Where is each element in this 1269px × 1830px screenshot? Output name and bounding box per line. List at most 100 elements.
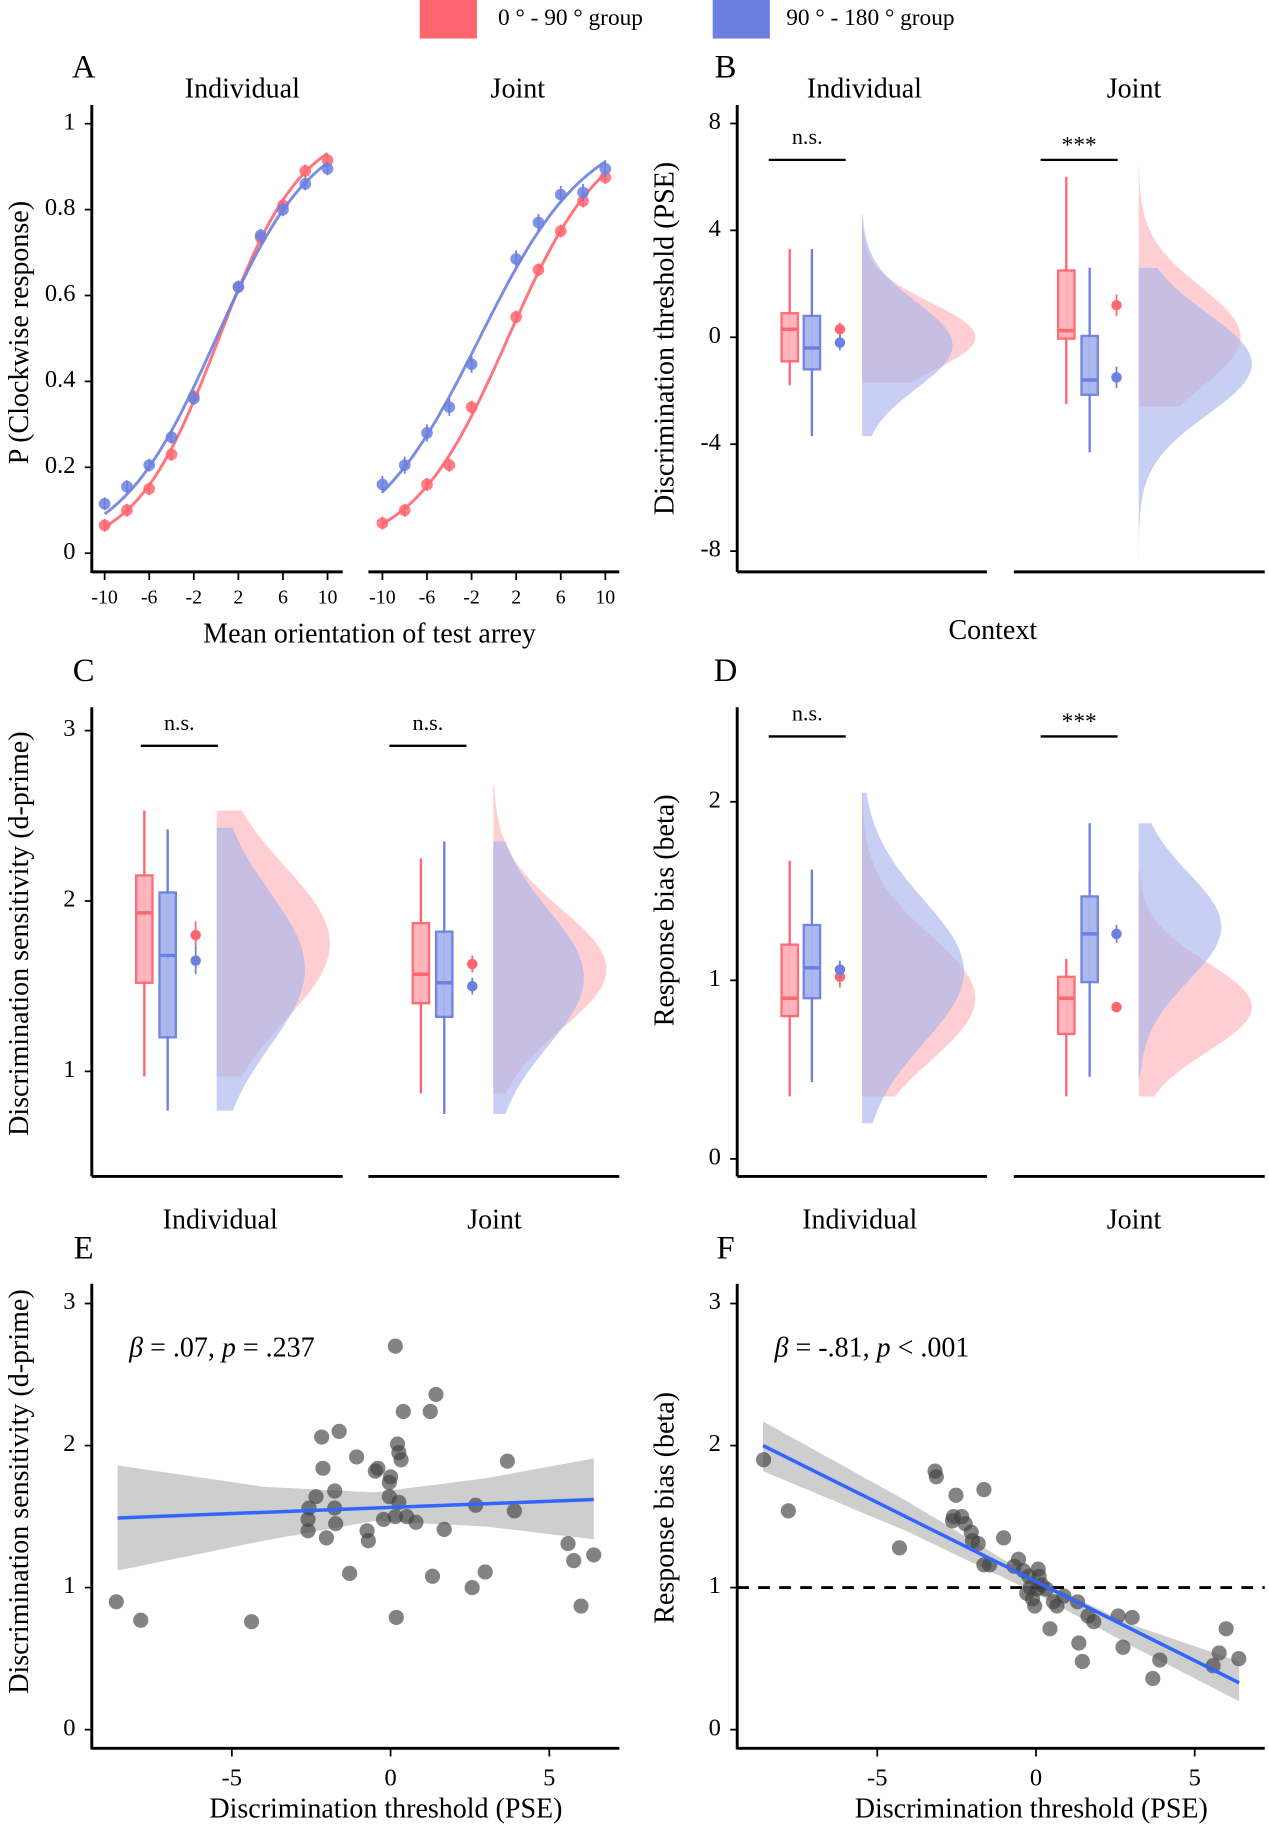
y-tick-label: 8 — [709, 108, 721, 135]
facet-title: Individual — [802, 1204, 917, 1235]
annotation-p: p — [220, 1333, 236, 1364]
y-tick-label: 0.6 — [45, 280, 76, 307]
data-point — [331, 1423, 347, 1439]
data-point-blue — [254, 229, 267, 242]
data-point — [360, 1533, 376, 1549]
mean-point-red — [834, 324, 846, 335]
data-point-red — [554, 225, 567, 237]
facet-title: Joint — [491, 73, 546, 104]
density-blue — [862, 792, 964, 1124]
data-point — [342, 1565, 358, 1581]
y-tick-label: 1 — [63, 1572, 75, 1599]
box-blue — [1080, 895, 1100, 984]
density-blue — [1138, 823, 1222, 1077]
x-axis-label: Discrimination threshold (PSE) — [855, 1794, 1208, 1825]
density-blue — [862, 214, 953, 437]
data-point-red — [465, 401, 478, 414]
panel-c: 1 2 3 Discrimination sensitivity (d-prime) I… — [4, 707, 620, 1235]
regression-line — [762, 1443, 1240, 1685]
y-tick-label: -8 — [700, 536, 720, 563]
facet-title: Joint — [1107, 73, 1162, 104]
data-point — [566, 1553, 582, 1569]
box-red — [134, 874, 154, 984]
data-point — [367, 1463, 383, 1479]
data-point-red — [398, 504, 411, 517]
x-tick-label: -5 — [222, 1764, 242, 1791]
fit-curve-red — [103, 152, 329, 529]
x-axis-label: Mean orientation of test arrey — [203, 618, 536, 649]
panel-e: 0 1 2 3 -5 0 5 Discrimination threshold (PSE) Di… — [4, 1283, 620, 1825]
mean-point-blue — [1111, 372, 1122, 383]
x-tick-label: 10 — [595, 586, 615, 608]
x-tick-label: 6 — [278, 586, 288, 608]
data-point — [1152, 1652, 1168, 1668]
data-point-blue — [165, 431, 178, 444]
data-point — [387, 1338, 403, 1354]
y-tick-label: 0 — [63, 1714, 75, 1741]
x-tick-label: -6 — [419, 586, 436, 608]
data-point-red — [421, 478, 433, 491]
data-point-blue — [599, 162, 612, 175]
data-point — [381, 1474, 397, 1491]
y-tick-label: 0.4 — [45, 366, 76, 393]
box-red — [1056, 975, 1076, 1036]
mean-point-red — [467, 958, 478, 970]
data-point — [1124, 1609, 1140, 1626]
fit-curve-red — [381, 172, 607, 526]
significance-label: n.s. — [792, 701, 823, 726]
y-tick-label: 1 — [63, 1056, 75, 1083]
box-red — [411, 921, 431, 1005]
data-point — [996, 1530, 1012, 1546]
panel-d: 0 1 2 Response bias (beta) Individual n.s. Joi… — [650, 701, 1265, 1235]
box-blue — [802, 923, 822, 1000]
data-point — [422, 1403, 438, 1420]
y-tick-label: 0.2 — [45, 452, 76, 479]
data-point-blue — [232, 281, 245, 293]
data-point — [349, 1449, 365, 1465]
data-point — [477, 1564, 493, 1580]
box-blue — [434, 930, 454, 1019]
data-point — [506, 1503, 522, 1519]
legend-label-0: 0 ° - 90 ° group — [498, 5, 643, 31]
y-tick-label: 2 — [63, 886, 75, 913]
y-tick-label: -4 — [700, 429, 720, 456]
annotation-text: = -.81, — [789, 1333, 877, 1364]
data-point — [780, 1503, 796, 1519]
y-tick-label: 0 — [63, 538, 75, 565]
panel-f: 0 1 2 3 -5 0 5 Discrimination threshold (PSE) Re… — [650, 1283, 1265, 1825]
significance-label: *** — [1062, 709, 1097, 735]
data-point — [1074, 1653, 1090, 1670]
data-point-blue — [277, 203, 289, 216]
panel-b: -8 -4 0 4 8 Discrimination threshold (PSE) Con… — [650, 73, 1265, 646]
x-tick-label: 10 — [318, 586, 338, 608]
y-axis-label: P (Clockwise response) — [4, 201, 35, 464]
x-tick-label: 5 — [1189, 1764, 1201, 1791]
facet-title: Joint — [1107, 1204, 1162, 1235]
data-point — [928, 1469, 944, 1485]
data-point — [328, 1516, 344, 1532]
legend-label-1: 90 ° - 180 ° group — [786, 5, 954, 31]
data-point-blue — [321, 162, 334, 175]
y-tick-label: 2 — [709, 1430, 721, 1457]
significance-label: *** — [1062, 132, 1097, 158]
significance-label: n.s. — [792, 124, 823, 149]
y-tick-label: 0 — [709, 322, 721, 349]
y-tick-label: 3 — [709, 1288, 721, 1315]
facet-individual: Individual n.s. — [737, 73, 987, 574]
y-axis-label: Discrimination sensitivity (d-prime) — [4, 731, 35, 1135]
box-red — [780, 312, 800, 363]
box-blue — [1080, 334, 1100, 396]
panel-letter-5: F — [716, 1231, 734, 1267]
data-point-blue — [299, 178, 312, 190]
facet-title: Individual — [163, 1204, 278, 1235]
data-point-red — [443, 459, 456, 471]
facet-title: Individual — [807, 73, 922, 104]
data-point-red — [121, 504, 133, 517]
data-point — [395, 1403, 411, 1420]
annotation-text: = .07, — [143, 1333, 222, 1364]
legend-swatch-1 — [712, 0, 770, 39]
data-point — [976, 1482, 992, 1498]
data-point — [1086, 1614, 1102, 1630]
facet-individual: Individual n.s. — [737, 701, 987, 1235]
